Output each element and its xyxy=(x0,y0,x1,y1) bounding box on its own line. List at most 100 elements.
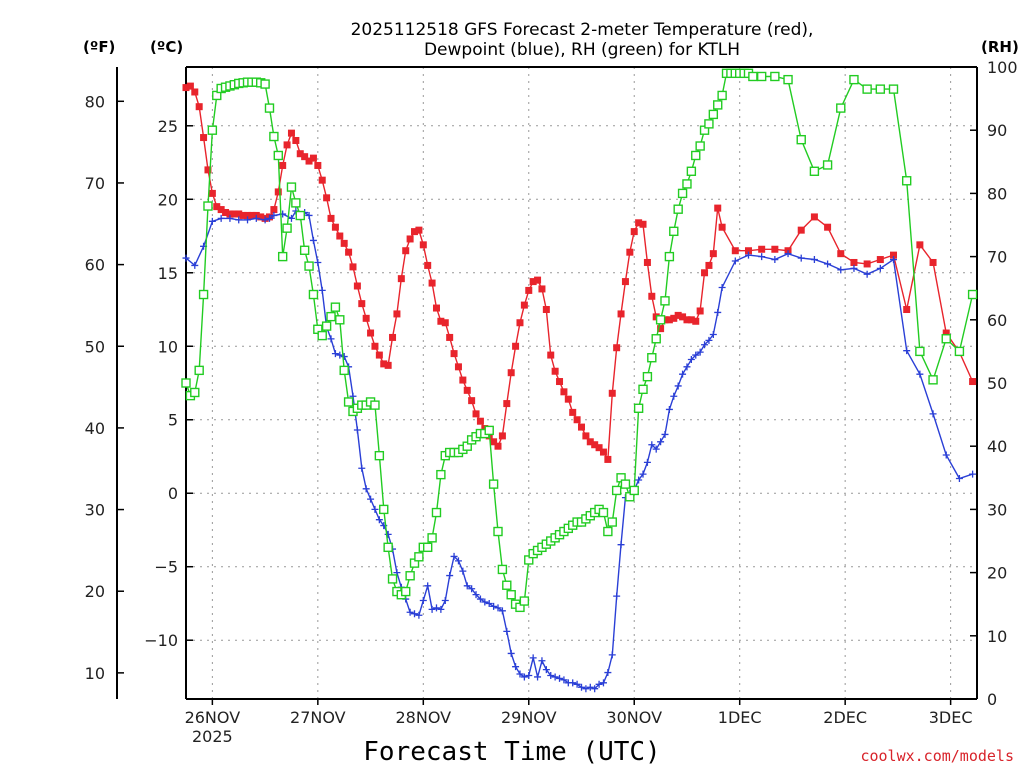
rh-point xyxy=(295,210,305,221)
temperature-point xyxy=(432,304,440,312)
rh-axis-label: (RH) xyxy=(981,38,1019,56)
grid-lines xyxy=(186,67,977,699)
dewpoint-point xyxy=(679,370,687,378)
temperature-point xyxy=(771,245,779,253)
dewpoint-point xyxy=(665,405,673,413)
temperature-point xyxy=(916,241,924,249)
rh-point xyxy=(321,321,332,331)
temperature-point xyxy=(411,228,419,236)
temperature-point xyxy=(323,194,331,202)
temperature-point xyxy=(353,282,361,290)
dewpoint-point xyxy=(437,605,445,613)
dewpoint-point xyxy=(384,530,392,538)
temperature-point xyxy=(503,400,511,408)
rh-point xyxy=(436,469,446,480)
temperature-point xyxy=(564,395,572,403)
rh-point xyxy=(190,387,200,398)
dewpoint-point xyxy=(305,211,313,219)
temperature-point xyxy=(903,306,911,314)
rh-point xyxy=(299,245,310,255)
rh-point xyxy=(203,201,213,211)
dewpoint-point xyxy=(705,336,713,344)
rh-point xyxy=(502,580,512,590)
rh-point xyxy=(603,526,613,537)
temperature-point xyxy=(222,209,230,217)
temperature-point xyxy=(292,136,300,144)
rh-point xyxy=(497,564,508,575)
temperature-point xyxy=(709,250,717,258)
x-tick-label: 27NOV xyxy=(290,708,346,727)
dewpoint-point xyxy=(784,250,792,258)
dewpoint-point xyxy=(362,485,370,493)
dewpoint-point xyxy=(657,438,665,446)
temperature-point xyxy=(274,188,282,196)
temperature-point xyxy=(239,211,247,219)
dewpoint-point xyxy=(604,669,612,677)
rh-point xyxy=(181,378,191,388)
celsius-tick-label: 25 xyxy=(158,117,178,136)
rh-point xyxy=(427,533,437,543)
temperature-point xyxy=(454,363,462,371)
temperature-point xyxy=(569,408,577,416)
rh-point xyxy=(655,315,666,325)
temperature-point xyxy=(213,203,221,211)
fahrenheit-tick-label: 30 xyxy=(85,501,105,520)
rh-point xyxy=(915,346,925,357)
data-series xyxy=(181,68,978,693)
dewpoint-point xyxy=(529,654,537,662)
celsius-tick-label: 5 xyxy=(168,411,178,430)
rh-point xyxy=(401,586,411,597)
temperature-point xyxy=(419,241,427,249)
temperature-point xyxy=(230,210,238,218)
temperature-point xyxy=(397,275,405,283)
rh-point xyxy=(370,400,380,410)
dewpoint-point xyxy=(336,351,344,359)
dewpoint-point xyxy=(226,214,234,222)
temperature-point xyxy=(191,88,199,96)
temperature-point xyxy=(305,157,313,165)
dewpoint-point xyxy=(371,505,379,513)
rh-point xyxy=(431,507,442,518)
dewpoint-point xyxy=(270,211,278,219)
dewpoint-point xyxy=(744,251,752,259)
dewpoint-point xyxy=(709,330,717,338)
rh-point xyxy=(488,479,499,489)
rh-point xyxy=(379,504,389,515)
temperature-point xyxy=(244,211,252,219)
rh-point xyxy=(374,450,385,461)
temperature-point xyxy=(648,292,656,300)
rh-point xyxy=(669,226,679,237)
temperature-point xyxy=(534,276,542,284)
temperature-point xyxy=(670,314,678,322)
temperature-point xyxy=(608,389,616,397)
rh-point xyxy=(269,131,279,142)
fahrenheit-tick-label: 60 xyxy=(85,256,105,275)
temperature-point xyxy=(547,351,555,359)
x-tick-label: 29NOV xyxy=(501,708,557,727)
rh-point xyxy=(194,365,204,376)
dewpoint-point xyxy=(573,680,581,688)
temperature-point xyxy=(204,166,212,174)
rh-tick-label: 0 xyxy=(987,690,997,709)
rh-series xyxy=(181,68,978,613)
dewpoint-point xyxy=(331,350,339,358)
rh-point xyxy=(901,176,912,186)
temperature-point xyxy=(472,410,480,418)
temperature-point xyxy=(876,256,884,264)
dewpoint-point xyxy=(415,611,423,619)
dewpoint-point xyxy=(314,258,322,266)
rh-point xyxy=(664,251,675,262)
dewpoint-point xyxy=(556,674,564,682)
rh-point xyxy=(598,507,609,518)
rh-point xyxy=(717,90,727,101)
dewpoint-point xyxy=(375,516,383,524)
rh-point xyxy=(629,485,639,496)
temperature-point xyxy=(578,423,585,431)
rh-point xyxy=(651,334,661,344)
temperature-point xyxy=(969,378,977,386)
dewpoint-point xyxy=(217,214,225,222)
temperature-point xyxy=(463,386,471,394)
temperature-point xyxy=(696,307,704,315)
rh-point xyxy=(849,74,859,85)
